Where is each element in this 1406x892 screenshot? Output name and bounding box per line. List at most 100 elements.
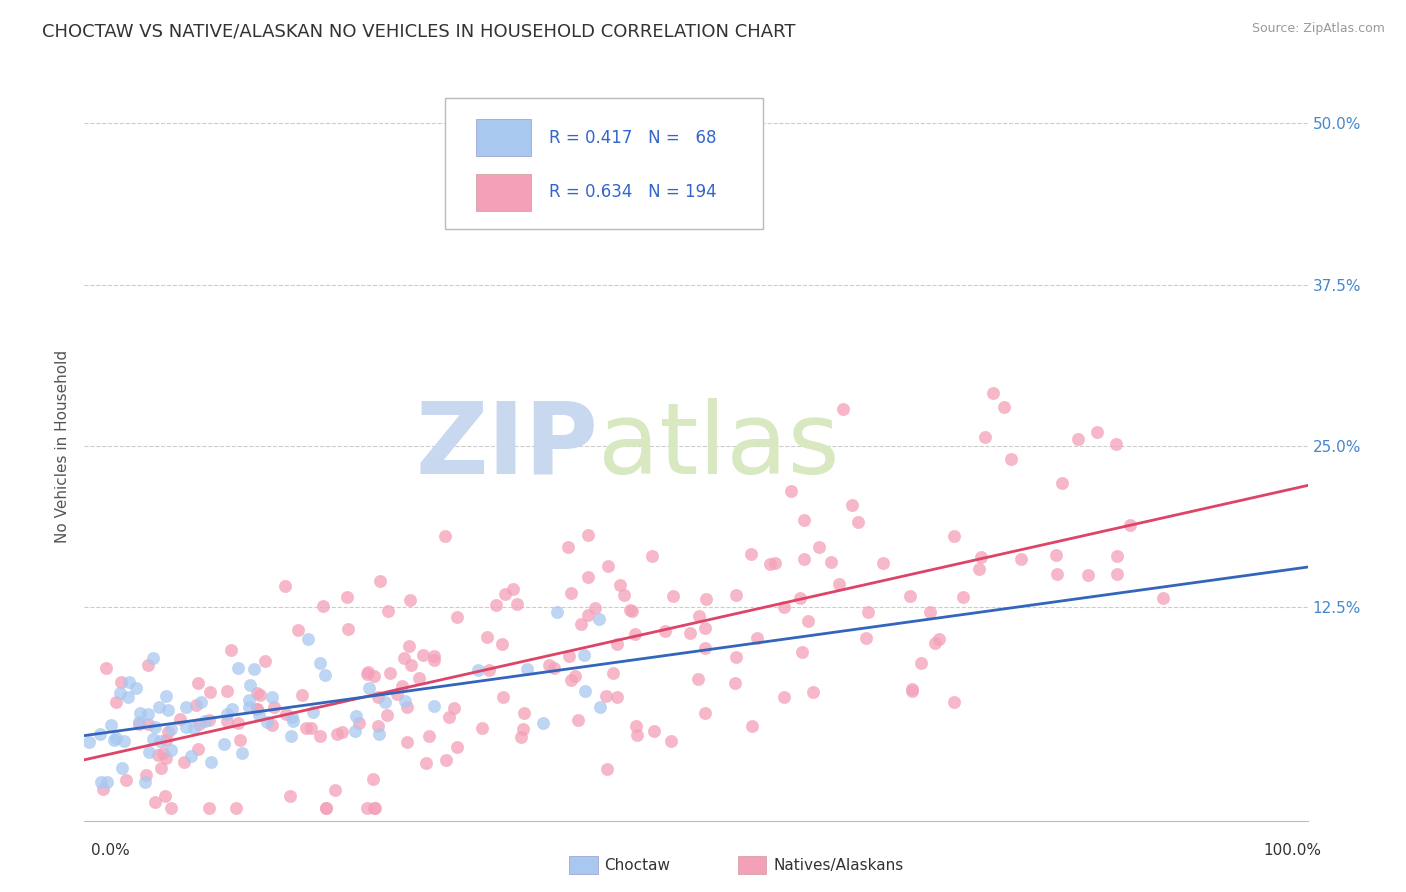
- Point: [952, 590, 974, 604]
- Point: [759, 557, 782, 571]
- Point: [349, 716, 371, 731]
- Point: [149, 734, 172, 748]
- Point: [254, 654, 277, 668]
- Point: [1050, 475, 1073, 490]
- Point: [1152, 591, 1174, 606]
- Point: [797, 615, 820, 629]
- Point: [112, 734, 135, 748]
- Point: [928, 632, 950, 646]
- Point: [569, 617, 592, 632]
- Point: [368, 726, 391, 740]
- Point: [606, 690, 628, 704]
- Point: [344, 724, 367, 739]
- Point: [309, 656, 332, 670]
- Point: [477, 630, 499, 644]
- Point: [297, 632, 319, 646]
- Point: [560, 586, 582, 600]
- Point: [157, 703, 180, 717]
- Point: [311, 599, 333, 614]
- Point: [446, 610, 468, 624]
- Point: [198, 713, 221, 727]
- Point: [841, 498, 863, 512]
- Point: [583, 601, 606, 615]
- Point: [741, 719, 763, 733]
- Point: [325, 727, 347, 741]
- Point: [793, 551, 815, 566]
- Point: [173, 755, 195, 769]
- Point: [588, 612, 610, 626]
- Point: [134, 775, 156, 789]
- Point: [183, 721, 205, 735]
- Point: [567, 714, 589, 728]
- Point: [273, 579, 295, 593]
- Point: [378, 665, 401, 680]
- Point: [129, 706, 152, 720]
- Point: [415, 756, 437, 770]
- Point: [970, 549, 993, 564]
- Point: [145, 720, 167, 734]
- Point: [361, 772, 384, 787]
- Point: [392, 650, 415, 665]
- Point: [967, 562, 990, 576]
- Point: [96, 775, 118, 789]
- Point: [238, 699, 260, 714]
- Point: [1105, 549, 1128, 563]
- Point: [103, 732, 125, 747]
- Point: [801, 684, 824, 698]
- Text: R = 0.417   N =   68: R = 0.417 N = 68: [550, 128, 717, 146]
- Point: [659, 734, 682, 748]
- Point: [136, 657, 159, 672]
- Point: [262, 690, 284, 705]
- Point: [423, 653, 446, 667]
- Point: [446, 739, 468, 754]
- Point: [94, 661, 117, 675]
- Point: [654, 624, 676, 638]
- Point: [291, 688, 314, 702]
- Point: [315, 801, 337, 815]
- Point: [808, 540, 831, 554]
- Point: [231, 746, 253, 760]
- Point: [763, 556, 786, 570]
- Point: [546, 605, 568, 619]
- Point: [1045, 548, 1067, 562]
- Point: [186, 698, 208, 713]
- Point: [725, 649, 748, 664]
- Point: [578, 608, 600, 623]
- Point: [344, 708, 367, 723]
- Point: [399, 593, 422, 607]
- Point: [374, 695, 396, 709]
- Point: [243, 662, 266, 676]
- Point: [1087, 425, 1109, 439]
- Point: [190, 695, 212, 709]
- Point: [262, 717, 284, 731]
- Point: [443, 701, 465, 715]
- Point: [143, 795, 166, 809]
- Point: [574, 648, 596, 662]
- Point: [367, 719, 389, 733]
- Point: [820, 555, 842, 569]
- Point: [314, 668, 336, 682]
- Point: [780, 483, 803, 498]
- Point: [256, 715, 278, 730]
- Text: 100.0%: 100.0%: [1264, 843, 1322, 858]
- Point: [215, 706, 238, 721]
- Point: [398, 639, 420, 653]
- Point: [564, 669, 586, 683]
- Point: [176, 700, 198, 714]
- Point: [418, 729, 440, 743]
- Point: [686, 672, 709, 686]
- Point: [212, 737, 235, 751]
- Point: [367, 690, 389, 704]
- Text: CHOCTAW VS NATIVE/ALASKAN NO VEHICLES IN HOUSEHOLD CORRELATION CHART: CHOCTAW VS NATIVE/ALASKAN NO VEHICLES IN…: [42, 22, 796, 40]
- Point: [155, 732, 177, 747]
- Point: [576, 570, 599, 584]
- Point: [200, 756, 222, 770]
- Point: [77, 735, 100, 749]
- Point: [467, 663, 489, 677]
- Point: [117, 690, 139, 704]
- Point: [724, 676, 747, 690]
- Point: [141, 731, 163, 746]
- Point: [221, 702, 243, 716]
- Point: [135, 768, 157, 782]
- Point: [589, 700, 612, 714]
